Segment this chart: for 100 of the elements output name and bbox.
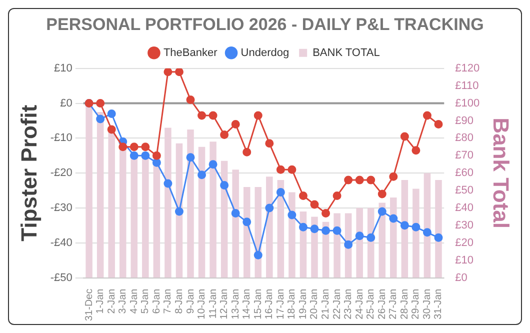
point	[310, 224, 319, 234]
x-tick-label: 31-Dec	[84, 288, 95, 322]
point	[378, 190, 386, 198]
y2-tick-label: £0	[455, 272, 468, 284]
point	[130, 142, 138, 152]
point	[389, 172, 398, 181]
point	[174, 68, 184, 76]
point	[96, 114, 105, 124]
y-tick-label: £10	[54, 62, 72, 74]
point	[310, 200, 319, 209]
x-tick-label: 24-Jan	[354, 288, 366, 320]
x-tick-label: 7-Jan	[162, 288, 174, 314]
x-tick-label: 1-Jan	[95, 288, 106, 314]
point	[276, 165, 285, 174]
point	[434, 120, 443, 128]
point	[288, 210, 296, 220]
y2-tick-label: £20	[455, 236, 474, 249]
point	[107, 125, 116, 134]
x-tick-label: 5-Jan	[140, 288, 152, 314]
x-tick-label: 27-Jan	[388, 288, 400, 320]
chart-title: PERSONAL PORTFOLIO 2026 - DAILY P&L TRACKING	[46, 14, 484, 34]
bar	[232, 170, 239, 278]
y-tick-label: -£20	[50, 167, 72, 180]
y2-tick-label: £80	[455, 132, 474, 144]
y-tick-label: -£50	[50, 272, 72, 284]
x-tick-label: 18-Jan	[286, 288, 298, 320]
x-tick-label: 23-Jan	[343, 288, 354, 320]
x-tick-label: 12-Jan	[219, 288, 230, 320]
point	[141, 142, 150, 152]
point	[389, 214, 398, 223]
point	[141, 151, 150, 160]
y2-tick-label: £110	[455, 80, 479, 92]
x-tick-label: 25-Jan	[366, 288, 377, 320]
x-tick-label: 2-Jan	[106, 288, 118, 314]
point	[118, 142, 128, 152]
y2-tick-label: £10	[455, 254, 474, 266]
point	[242, 218, 252, 226]
point	[107, 110, 116, 118]
point	[208, 111, 218, 120]
x-tick-label: 21-Jan	[320, 288, 332, 320]
point	[378, 207, 386, 216]
point	[298, 222, 308, 232]
x-tick-label: 3-Jan	[118, 288, 129, 314]
x-tick-label: 9-Jan	[185, 288, 196, 314]
point	[198, 170, 206, 180]
point	[322, 226, 330, 235]
point	[164, 179, 172, 188]
point	[355, 176, 364, 184]
y2-tick-label: £30	[455, 219, 474, 232]
legend-label: Underdog	[240, 46, 290, 59]
point	[220, 130, 229, 139]
x-tick-label: 22-Jan	[332, 288, 343, 320]
point	[434, 233, 443, 242]
point	[198, 111, 206, 120]
point	[332, 226, 342, 235]
point	[298, 192, 308, 200]
point	[265, 139, 274, 148]
x-tick-label: 14-Jan	[242, 288, 253, 320]
y2-tick-label: £120	[455, 62, 480, 74]
x-tick-label: 4-Jan	[128, 288, 140, 314]
x-tick-label: 8-Jan	[174, 288, 185, 314]
point	[422, 111, 432, 120]
point	[344, 240, 353, 249]
bar	[187, 129, 194, 278]
y-tick-label: -£40	[50, 236, 72, 249]
y-axis-title: Tipster Profit	[16, 104, 42, 242]
bar	[119, 143, 126, 278]
point	[366, 176, 376, 184]
x-tick-label: 28-Jan	[399, 288, 410, 320]
x-tick-label: 6-Jan	[151, 288, 162, 314]
bar	[96, 112, 104, 278]
point	[322, 208, 330, 218]
point	[400, 132, 409, 141]
point	[174, 207, 184, 216]
point	[231, 120, 240, 128]
y-tick-label: £0	[60, 97, 72, 110]
x-tick-label: 29-Jan	[410, 288, 422, 320]
point	[152, 151, 161, 160]
x-tick-label: 16-Jan	[264, 288, 276, 320]
point	[96, 99, 105, 108]
point	[220, 181, 229, 190]
legend-label: BANK TOTAL	[312, 46, 380, 59]
y2-tick-label: £50	[455, 184, 474, 197]
bar	[198, 146, 206, 278]
bar	[210, 142, 216, 278]
point	[400, 221, 409, 230]
y2-tick-label: £90	[455, 114, 474, 127]
point	[412, 222, 420, 232]
point	[288, 165, 296, 174]
x-tick-label: 13-Jan	[230, 288, 242, 320]
x-tick-label: 15-Jan	[252, 288, 264, 320]
y2-tick-label: £100	[455, 97, 480, 110]
x-tick-label: 19-Jan	[298, 288, 309, 320]
x-tick-label: 17-Jan	[275, 288, 286, 320]
point	[186, 96, 195, 104]
point	[366, 233, 376, 242]
x-tick-label: 26-Jan	[376, 288, 388, 320]
point	[186, 153, 195, 162]
bar	[142, 152, 149, 278]
bar	[412, 188, 420, 278]
